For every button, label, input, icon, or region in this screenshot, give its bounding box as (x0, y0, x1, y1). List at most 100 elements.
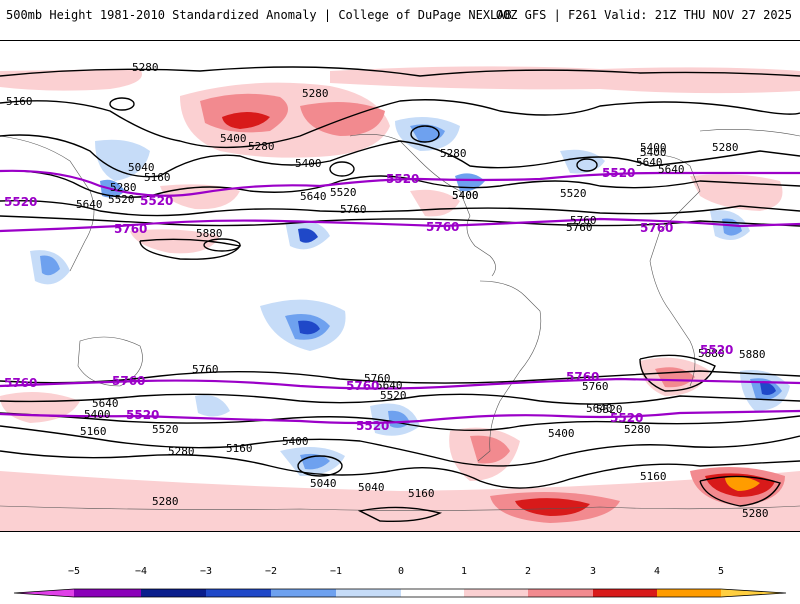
anomaly-neg3-southeast (760, 382, 776, 395)
contour-label: 5760 (570, 214, 597, 227)
anomaly-fields (0, 66, 800, 531)
colorbar-swatch-pos0 (401, 589, 464, 597)
coastline-south-america (477, 280, 542, 462)
contour-label: 5400 (84, 408, 111, 421)
contour-label: 5880 (196, 227, 223, 240)
anomaly-neg3-pacific-low (298, 228, 318, 243)
contour-label: 5640 (76, 198, 103, 211)
contour-black-14 (297, 455, 343, 477)
contour-purple-5520-north (0, 169, 800, 197)
contour-label-purple: 5520 (610, 411, 643, 425)
contour-label: 5160 (640, 470, 667, 483)
contour-label: 5520 (380, 389, 407, 402)
contour-label-purple: 5520 (602, 166, 635, 180)
contour-label: 5880 (698, 347, 725, 360)
anomaly-neg1-south-west (195, 395, 230, 417)
contour-label-purple: 5760 (346, 379, 379, 393)
anomaly-pos1-cpac (130, 229, 220, 254)
anomaly-pos3-antarctic-center (515, 498, 590, 516)
coastline-north-america (349, 134, 496, 277)
colorbar-label: 5 (718, 566, 724, 577)
contour-label: 5760 (582, 380, 609, 393)
contour-label: 5160 (144, 171, 171, 184)
contour-label: 5760 (340, 203, 367, 216)
contour-black-16 (699, 475, 781, 507)
coastline-australia (77, 336, 143, 387)
anomaly-pos1-southern-ocean-west (0, 392, 80, 423)
contour-label: 5040 (358, 481, 385, 494)
height-contours-black (0, 66, 800, 523)
contour-black-19 (329, 161, 355, 177)
contour-label-purple: 5520 (356, 419, 389, 433)
colorbar-outline (13, 588, 787, 598)
anomaly-neg1-east-asia (95, 139, 150, 181)
contour-label: 5280 (168, 445, 195, 458)
contour-label: 5160 (80, 425, 107, 438)
contour-label: 5280 (440, 147, 467, 160)
contour-label: 5280 (132, 61, 159, 74)
anomaly-pos1-antarctic (0, 471, 800, 531)
colorbar: −5 −4 −3 −2 −1 0 1 2 3 4 5 (0, 560, 800, 600)
map-title: 500mb Height 1981-2010 Standardized Anom… (6, 8, 512, 22)
contour-label: 5520 (330, 186, 357, 199)
anomaly-pos1-europe (690, 174, 783, 211)
contour-black-4 (0, 170, 800, 198)
colorbar-swatch-neg0 (336, 589, 401, 597)
colorbar-swatch-neg1 (271, 589, 336, 597)
contour-black-18 (410, 125, 440, 143)
contour-label-purple: 5760 (426, 220, 459, 234)
contour-label: 5640 (658, 163, 685, 176)
contour-black-10 (0, 393, 800, 405)
contour-label: 5040 (128, 161, 155, 174)
anomaly-neg3-tropics (298, 320, 320, 335)
contour-black-1 (0, 66, 800, 77)
map-canvas: 5280 5160 5280 5400 5280 5040 5160 5280 … (0, 61, 800, 531)
contour-label-purple: 5520 (126, 408, 159, 422)
colorbar-swatch-pos4 (657, 589, 721, 597)
contour-label: 5280 (712, 141, 739, 154)
contour-label: 5640 (376, 379, 403, 392)
contour-black-7 (139, 238, 242, 260)
anomaly-neg1-atlantic (560, 149, 605, 174)
colorbar-swatch-neg4 (74, 589, 141, 597)
contour-label: 5400 (548, 427, 575, 440)
contour-purple-5520-south (0, 409, 800, 425)
contour-label: 5520 (596, 403, 623, 416)
colorbar-swatch-pos3 (593, 589, 657, 597)
contour-label-purple: 5760 (640, 221, 673, 235)
contour-label: 5640 (586, 402, 613, 415)
colorbar-segments (13, 588, 787, 598)
contour-purple-5760-south (0, 377, 800, 390)
contour-labels-purple: 5520 5760 5520 5760 5520 5760 5760 5520 … (4, 166, 733, 433)
colorbar-label: 4 (654, 566, 660, 577)
colorbar-swatch-neg3 (141, 589, 206, 597)
contour-label: 5160 (226, 442, 253, 455)
contour-label-purple: 5760 (112, 374, 145, 388)
contour-label-purple: 5520 (4, 195, 37, 209)
contour-black-20 (576, 158, 598, 172)
coastline-europe-africa (639, 154, 701, 387)
anomaly-pos1-west (0, 69, 142, 91)
contour-label-purple: 5760 (114, 222, 147, 236)
contour-label: 5640 (300, 190, 327, 203)
colorbar-swatch-pos1 (464, 589, 528, 597)
colorbar-label: −2 (265, 566, 277, 577)
contour-labels-black: 5280 5160 5280 5400 5280 5040 5160 5280 … (6, 61, 769, 520)
contour-label-purple: 5760 (4, 376, 37, 390)
contour-label-purple: 5520 (140, 194, 173, 208)
contour-label: 5640 (92, 397, 119, 410)
contour-black-21 (109, 97, 135, 111)
contour-black-3 (0, 134, 800, 178)
contour-label: 5280 (248, 140, 275, 153)
colorbar-label: 0 (398, 566, 404, 577)
contour-label-purple: 5520 (386, 172, 419, 186)
contour-label: 5520 (152, 423, 179, 436)
contour-label: 5520 (108, 193, 135, 206)
contour-label: 5760 (364, 372, 391, 385)
colorbar-label: −4 (135, 566, 147, 577)
contour-label: 5160 (408, 487, 435, 500)
contour-label: 5280 (152, 495, 179, 508)
height-contours-purple (0, 169, 800, 425)
contour-black-12 (0, 425, 800, 467)
contour-label: 5400 (282, 435, 309, 448)
